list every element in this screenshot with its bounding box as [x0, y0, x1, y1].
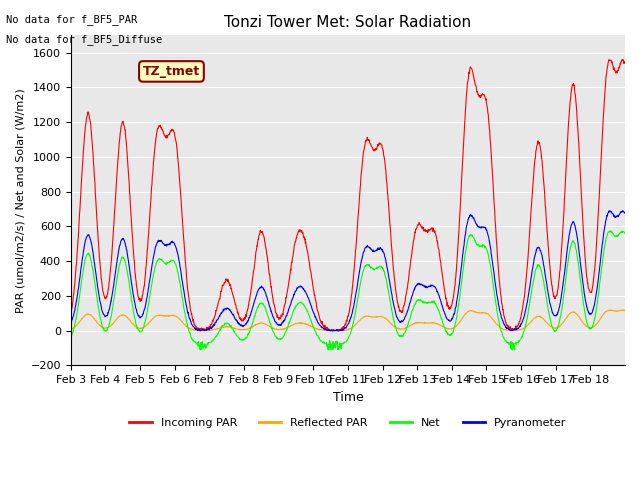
Pyranometer	[333, 327, 341, 333]
Incoming PAR	[621, 60, 628, 66]
Net	[333, 342, 341, 348]
Reflected PAR	[154, 312, 161, 318]
Incoming PAR	[154, 127, 161, 132]
X-axis label: Time: Time	[333, 391, 364, 404]
Incoming PAR	[614, 67, 621, 73]
Reflected PAR	[605, 307, 613, 313]
Incoming PAR	[333, 327, 341, 333]
Incoming PAR	[620, 57, 627, 62]
Text: No data for f_BF5_Diffuse: No data for f_BF5_Diffuse	[6, 34, 163, 45]
Reflected PAR	[333, 328, 341, 334]
Pyranometer	[614, 214, 621, 220]
Reflected PAR	[479, 310, 486, 316]
Incoming PAR	[323, 327, 331, 333]
Net	[614, 232, 622, 238]
Net	[67, 335, 75, 341]
Pyranometer	[479, 224, 486, 230]
Pyranometer	[619, 208, 627, 214]
Net	[323, 339, 330, 345]
Reflected PAR	[614, 308, 622, 314]
Pyranometer	[323, 327, 330, 333]
Reflected PAR	[621, 308, 628, 313]
Title: Tonzi Tower Met: Solar Radiation: Tonzi Tower Met: Solar Radiation	[225, 15, 472, 30]
Y-axis label: PAR (umol/m2/s) / Net and Solar (W/m2): PAR (umol/m2/s) / Net and Solar (W/m2)	[15, 88, 25, 312]
Text: No data for f_BF5_PAR: No data for f_BF5_PAR	[6, 14, 138, 25]
Pyranometer	[560, 277, 568, 283]
Incoming PAR	[200, 328, 207, 334]
Incoming PAR	[560, 213, 568, 218]
Pyranometer	[329, 328, 337, 334]
Incoming PAR	[479, 91, 486, 96]
Line: Pyranometer: Pyranometer	[71, 211, 625, 331]
Line: Net: Net	[71, 231, 625, 350]
Legend: Incoming PAR, Reflected PAR, Net, Pyranometer: Incoming PAR, Reflected PAR, Net, Pyrano…	[125, 413, 571, 432]
Net	[508, 347, 516, 353]
Pyranometer	[621, 210, 628, 216]
Reflected PAR	[67, 327, 75, 333]
Reflected PAR	[560, 319, 568, 325]
Text: TZ_tmet: TZ_tmet	[143, 65, 200, 78]
Incoming PAR	[67, 311, 75, 317]
Pyranometer	[67, 321, 75, 326]
Line: Reflected PAR: Reflected PAR	[71, 310, 625, 331]
Net	[621, 230, 628, 236]
Net	[606, 228, 614, 234]
Line: Incoming PAR: Incoming PAR	[71, 60, 625, 331]
Pyranometer	[154, 240, 161, 245]
Reflected PAR	[323, 327, 331, 333]
Net	[478, 244, 486, 250]
Net	[154, 258, 161, 264]
Reflected PAR	[195, 328, 203, 334]
Net	[560, 293, 568, 299]
